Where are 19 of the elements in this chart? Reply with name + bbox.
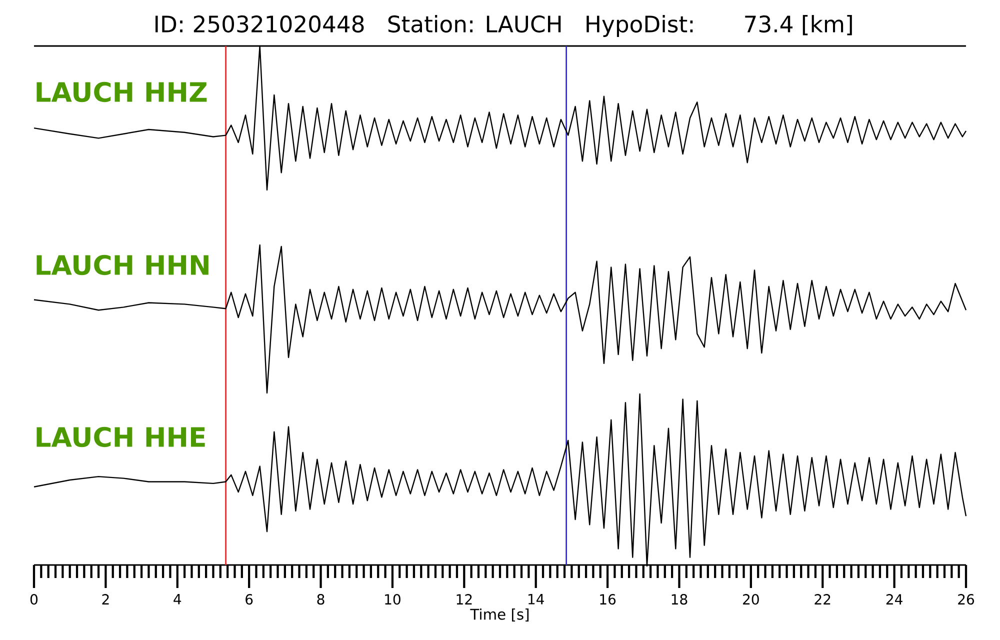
- series-label: LAUCH HHE: [36, 426, 205, 448]
- x-tick-label: 18: [672, 594, 688, 605]
- series-label: LAUCH HHZ: [36, 82, 207, 102]
- x-axis-title: Time [s]: [470, 608, 529, 622]
- x-tick-label: 14: [528, 594, 544, 604]
- x-tick-label: 26: [958, 594, 974, 605]
- x-tick-label: 24: [886, 594, 902, 604]
- x-tick-label: 12: [456, 594, 472, 604]
- x-tick-label: 2: [102, 594, 109, 604]
- chart-title: ID: 250321020448 Station: LAUCH HypoDist: 73.4 [km]: [156, 15, 852, 37]
- x-tick-label: 8: [317, 594, 324, 605]
- x-tick-label: 20: [743, 594, 759, 605]
- x-tick-label: 16: [600, 594, 616, 605]
- x-tick-label: 6: [246, 594, 253, 605]
- x-tick-label: 4: [174, 594, 182, 604]
- x-tick-label: 22: [814, 594, 830, 604]
- x-tick-label: 10: [385, 594, 400, 605]
- series-label: LAUCH HHN: [36, 254, 208, 276]
- x-tick-label: 0: [30, 594, 38, 605]
